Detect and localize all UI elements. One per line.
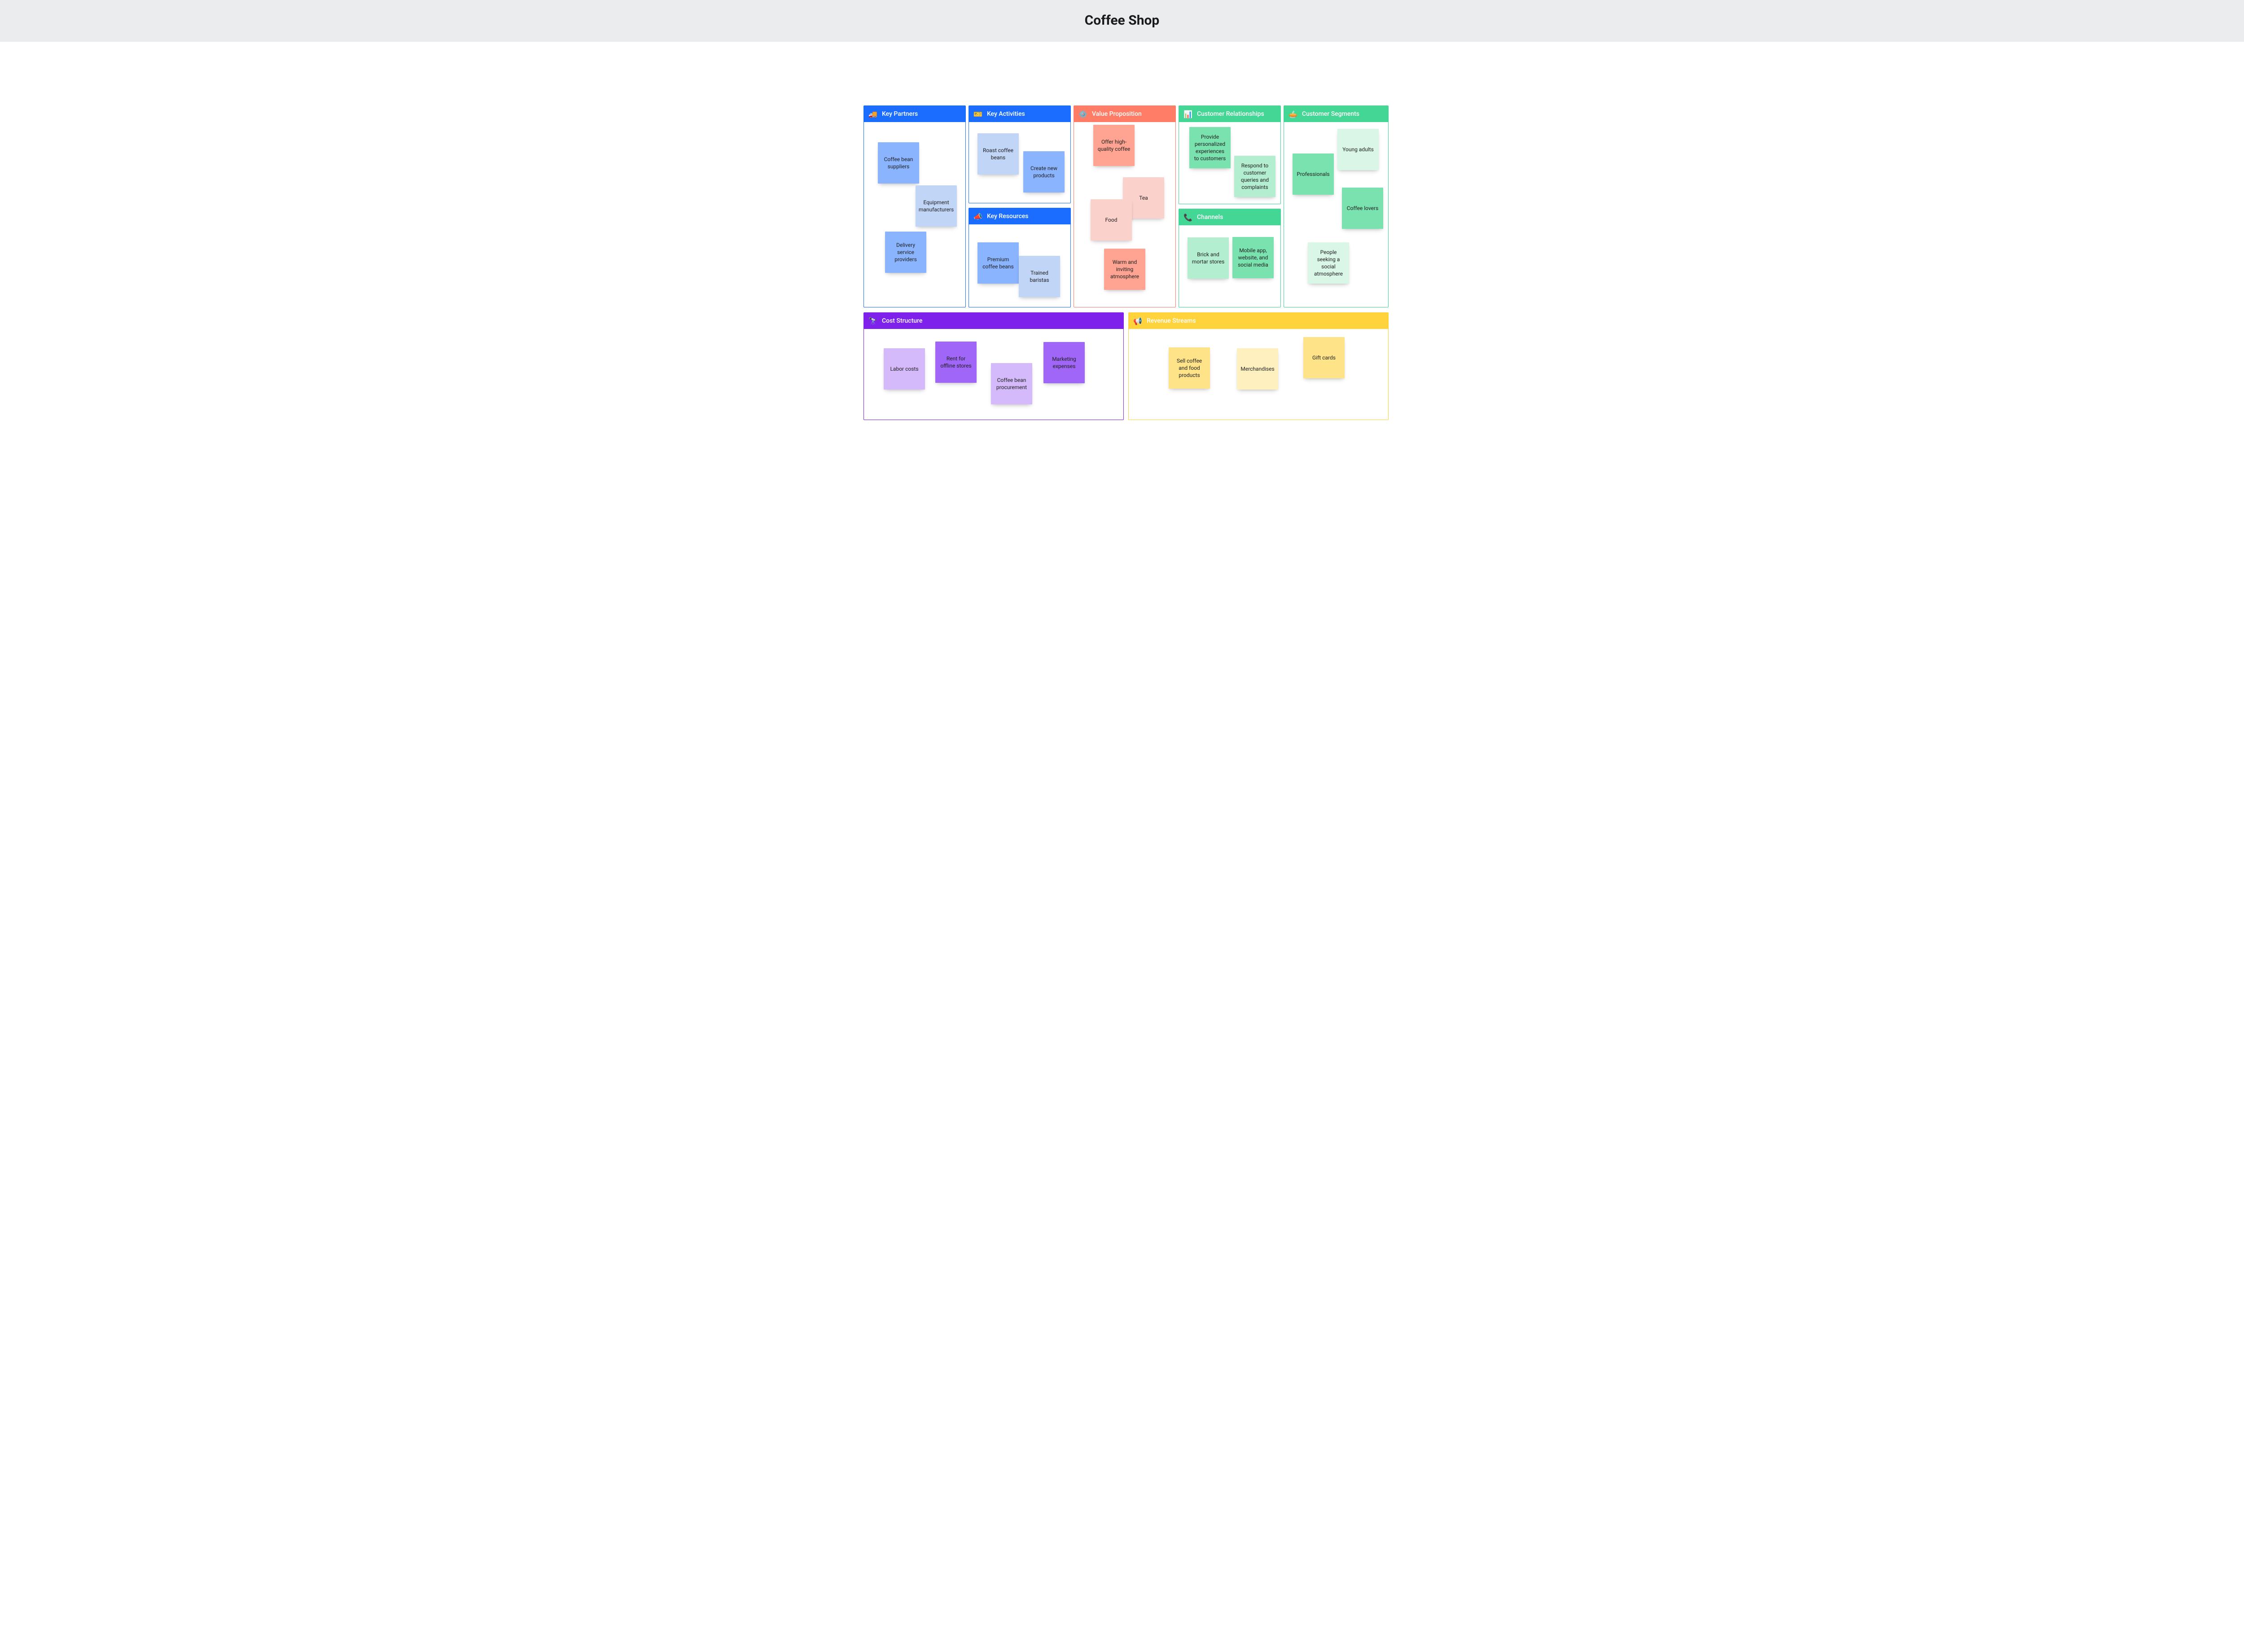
customer-segments-icon: 🥧 xyxy=(1289,110,1297,118)
section-header-value-proposition: ⚙️ Value Proposition xyxy=(1074,106,1175,122)
key-activities-icon: 🎫 xyxy=(973,110,982,118)
section-header-key-partners: 🚚 Key Partners xyxy=(864,106,965,122)
page-title: Coffee Shop xyxy=(0,13,2244,28)
sticky-note[interactable]: Respond to customer queries and complain… xyxy=(1234,156,1275,197)
section-header-revenue-streams: 📢 Revenue Streams xyxy=(1129,313,1388,329)
sticky-note[interactable]: Young adults xyxy=(1337,129,1379,170)
sticky-note[interactable]: Provide personalized experiences to cust… xyxy=(1189,127,1231,168)
section-header-cost-structure: 🔭 Cost Structure xyxy=(864,313,1123,329)
sticky-note[interactable]: Coffee bean suppliers xyxy=(878,142,919,184)
value-proposition-icon: ⚙️ xyxy=(1078,110,1087,118)
section-title: Value Proposition xyxy=(1092,110,1142,118)
section-title: Channels xyxy=(1197,214,1223,221)
sticky-note[interactable]: Mobile app, website, and social media xyxy=(1232,237,1274,278)
sticky-note[interactable]: Coffee bean procurement xyxy=(991,363,1032,404)
sticky-note[interactable]: Warm and inviting atmosphere xyxy=(1104,249,1145,290)
sticky-note[interactable]: Professionals xyxy=(1293,153,1334,195)
sticky-note[interactable]: Equipment manufacturers xyxy=(916,185,957,227)
section-header-customer-segments: 🥧 Customer Segments xyxy=(1284,106,1388,122)
section-header-key-activities: 🎫 Key Activities xyxy=(969,106,1070,122)
sticky-note[interactable]: Gift cards xyxy=(1303,337,1345,378)
key-partners-icon: 🚚 xyxy=(868,110,877,118)
sticky-note[interactable]: Marketing expenses xyxy=(1043,342,1085,383)
sticky-note[interactable]: Sell coffee and food products xyxy=(1169,347,1210,389)
section-title: Customer Relationships xyxy=(1197,110,1264,118)
sticky-note[interactable]: Rent for offline stores xyxy=(935,342,977,383)
section-title: Customer Segments xyxy=(1302,110,1359,118)
customer-relationships-icon: 📊 xyxy=(1183,110,1192,118)
section-title: Key Partners xyxy=(882,110,918,118)
section-header-channels: 📞 Channels xyxy=(1179,209,1280,225)
sticky-note[interactable]: Roast coffee beans xyxy=(977,133,1019,175)
section-header-key-resources: 📣 Key Resources xyxy=(969,208,1070,224)
revenue-streams-icon: 📢 xyxy=(1133,316,1142,325)
channels-icon: 📞 xyxy=(1183,213,1192,222)
section-title: Key Resources xyxy=(987,213,1029,220)
sticky-note[interactable]: Trained baristas xyxy=(1019,256,1060,297)
title-bar: Coffee Shop xyxy=(0,0,2244,42)
section-title: Key Activities xyxy=(987,110,1025,118)
sticky-note[interactable]: Food xyxy=(1091,199,1132,241)
sticky-note[interactable]: People seeking a social atmosphere xyxy=(1308,242,1349,284)
section-title: Cost Structure xyxy=(882,317,922,324)
sticky-note[interactable]: Labor costs xyxy=(884,348,925,390)
sticky-note[interactable]: Merchandises xyxy=(1237,348,1278,390)
business-model-canvas: 🚚 Key Partners Coffee bean suppliersEquipm… xyxy=(825,42,1419,392)
sticky-note[interactable]: Offer high-quality coffee xyxy=(1093,125,1135,166)
sticky-note[interactable]: Coffee lovers xyxy=(1342,188,1383,229)
sticky-note[interactable]: Premium coffee beans xyxy=(977,242,1019,284)
sticky-note[interactable]: Delivery service providers xyxy=(885,232,926,273)
sticky-note[interactable]: Brick and mortar stores xyxy=(1188,237,1229,279)
section-title: Revenue Streams xyxy=(1147,317,1196,324)
key-resources-icon: 📣 xyxy=(973,212,982,221)
section-header-customer-relationships: 📊 Customer Relationships xyxy=(1179,106,1280,122)
cost-structure-icon: 🔭 xyxy=(868,316,877,325)
sticky-note[interactable]: Create new products xyxy=(1023,151,1065,193)
